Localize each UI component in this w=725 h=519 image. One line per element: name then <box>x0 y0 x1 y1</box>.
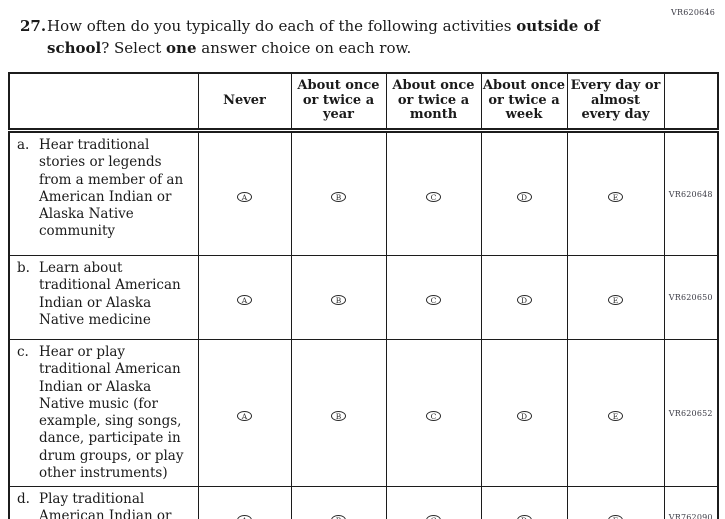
answer-bubble-e[interactable]: E <box>608 295 623 306</box>
cell-once-twice-week: D <box>480 486 568 519</box>
cell-every-day: E <box>566 130 665 256</box>
cell-never: A <box>197 255 292 340</box>
table-row-c: c. Hear or play traditional American Ind… <box>8 338 719 488</box>
answer-bubble-a[interactable]: A <box>237 514 252 519</box>
question-text-pre: How often do you typically do each of th… <box>47 17 517 35</box>
cell-never: A <box>197 338 292 488</box>
cell-once-twice-year: B <box>290 255 387 340</box>
answer-bubble-d[interactable]: D <box>516 514 532 519</box>
cell-once-twice-week: D <box>480 255 568 340</box>
answer-bubble-d[interactable]: D <box>516 410 532 421</box>
question-text: How often do you typically do each of th… <box>47 16 647 60</box>
answer-bubble-d[interactable]: D <box>516 295 532 306</box>
answer-bubble-d[interactable]: D <box>516 191 532 202</box>
answer-bubble-b[interactable]: B <box>331 295 346 306</box>
frequency-response-table: Never About once or twice a year About o… <box>8 72 719 519</box>
row-stem: b. Learn about traditional American Indi… <box>8 255 199 340</box>
answer-bubble-e[interactable]: E <box>608 191 623 202</box>
row-code: VR620650 <box>663 255 719 340</box>
column-header-activities-blank <box>8 72 199 133</box>
cell-every-day: E <box>566 338 665 488</box>
column-header-once-twice-week: About once or twice a week <box>480 72 568 133</box>
cell-once-twice-month: C <box>385 338 482 488</box>
cell-once-twice-week: D <box>480 130 568 256</box>
row-stem: c. Hear or play traditional American Ind… <box>8 338 199 488</box>
question-text-bold-one: one <box>166 38 197 57</box>
table-row-d: d. Play traditional American Indian or A… <box>8 486 719 519</box>
column-header-every-day: Every day or almost every day <box>566 72 665 133</box>
row-stem: a. Hear traditional stories or legends f… <box>8 130 199 256</box>
question-text-post: answer choice on each row. <box>196 38 412 57</box>
answer-bubble-c[interactable]: C <box>426 191 441 202</box>
cell-once-twice-year: B <box>290 486 387 519</box>
answer-bubble-c[interactable]: C <box>426 514 441 519</box>
cell-once-twice-week: D <box>480 338 568 488</box>
answer-bubble-b[interactable]: B <box>331 514 346 519</box>
answer-bubble-a[interactable]: A <box>237 410 252 421</box>
question-text-mid: ? Select <box>101 38 167 57</box>
row-letter: c. <box>17 344 29 360</box>
cell-once-twice-year: B <box>290 338 387 488</box>
table-row-b: b. Learn about traditional American Indi… <box>8 255 719 340</box>
question-number: 27. <box>20 17 47 35</box>
cell-once-twice-month: C <box>385 486 482 519</box>
column-header-once-twice-year: About once or twice a year <box>290 72 387 133</box>
cell-never: A <box>197 130 292 256</box>
page-code: VR620646 <box>671 8 715 17</box>
row-stem: d. Play traditional American Indian or A… <box>8 486 199 519</box>
row-letter: a. <box>17 137 30 153</box>
row-text: Hear or play traditional American Indian… <box>39 344 184 481</box>
table-row-a: a. Hear traditional stories or legends f… <box>8 130 719 256</box>
row-text: Hear traditional stories or legends from… <box>39 137 184 240</box>
row-letter: b. <box>17 260 30 276</box>
header-row: Never About once or twice a year About o… <box>8 72 719 133</box>
cell-once-twice-year: B <box>290 130 387 256</box>
answer-bubble-e[interactable]: E <box>608 410 623 421</box>
question-text-bold-outside-of-school: outside of school <box>47 17 600 57</box>
column-header-code-blank <box>663 72 719 133</box>
answer-bubble-e[interactable]: E <box>608 514 623 519</box>
cell-once-twice-month: C <box>385 255 482 340</box>
answer-bubble-b[interactable]: B <box>331 410 346 421</box>
cell-never: A <box>197 486 292 519</box>
cell-every-day: E <box>566 486 665 519</box>
column-header-never: Never <box>197 72 292 133</box>
row-code: VR620648 <box>663 130 719 256</box>
row-letter: d. <box>17 491 30 508</box>
answer-bubble-c[interactable]: C <box>426 410 441 421</box>
cell-every-day: E <box>566 255 665 340</box>
question-block: 27. How often do you typically do each o… <box>20 16 650 60</box>
column-header-once-twice-month: About once or twice a month <box>385 72 482 133</box>
row-text: Learn about traditional American Indian … <box>39 260 181 328</box>
row-code: VR620652 <box>663 338 719 488</box>
cell-once-twice-month: C <box>385 130 482 256</box>
row-text: Play traditional American Indian or Alas… <box>39 491 172 519</box>
answer-bubble-b[interactable]: B <box>331 191 346 202</box>
answer-bubble-c[interactable]: C <box>426 295 441 306</box>
answer-bubble-a[interactable]: A <box>237 295 252 306</box>
answer-bubble-a[interactable]: A <box>237 191 252 202</box>
row-code: VR762090 <box>663 486 719 519</box>
